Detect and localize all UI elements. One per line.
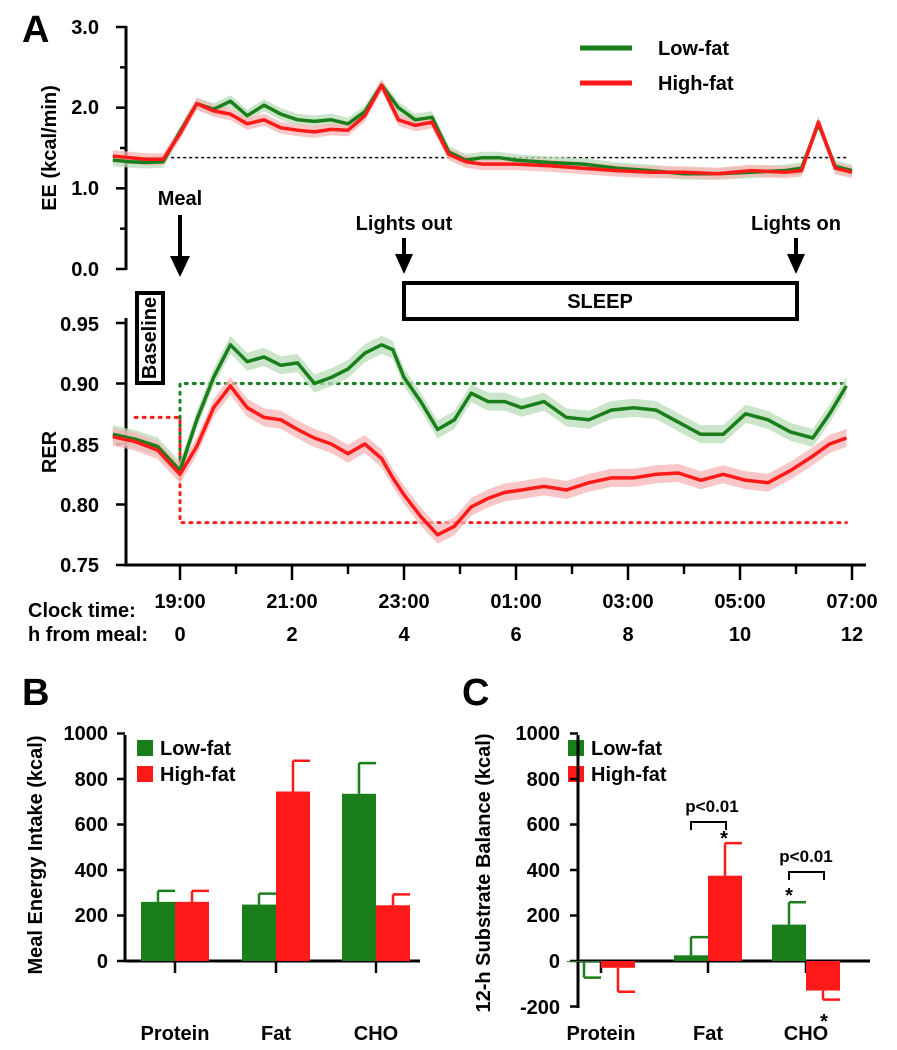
b-bar-high-fat-protein [175,901,209,961]
meal-arrow-head [170,256,190,277]
hour-tick-5: 10 [729,624,751,646]
hour-tick-2: 4 [398,624,410,646]
b-category-protein: Protein [141,1023,210,1045]
c-axis-label: 12-h Substrate Balance (kcal) [473,734,495,1013]
hour-tick-1: 2 [286,624,297,646]
b-category-fat: Fat [261,1023,291,1045]
hours-from-meal-label: h from meal: [28,624,148,646]
lights-on-annotation: Lights on [751,213,841,235]
lights-out-arrow-head [395,254,413,274]
b-bar-low-fat-protein [141,901,175,961]
ee-tick-1: 1.0 [71,178,99,200]
c-tick-0: -200 [520,997,560,1019]
clock-tick-0: 19:00 [154,591,205,613]
rer-tick-4: 0.95 [60,314,99,336]
b-bar-high-fat-cho [376,905,410,961]
hour-tick-4: 8 [622,624,633,646]
c-bar-high-fat-cho [806,961,840,991]
ee-high-fat-line [112,83,853,176]
c-tick-1: 0 [549,951,560,973]
legend-a-high-fat-label: High-fat [658,73,734,95]
b-tick-0: 0 [97,951,108,973]
ee-axis-label: EE (kcal/min) [39,85,61,211]
b-tick-2: 400 [75,860,108,882]
c-sig-bracket-cho [788,871,825,880]
b-category-cho: CHO [354,1023,398,1045]
b-axis-label: Meal Energy Intake (kcal) [25,736,47,975]
c-tick-6: 1000 [516,723,561,745]
rer-axis-label: RER [39,430,61,473]
c-sig-bracket-fat [690,821,727,830]
rer-tick-2: 0.85 [60,435,99,457]
clock-tick-6: 07:00 [826,591,877,613]
panel-label-a: A [22,9,49,51]
hour-tick-3: 6 [510,624,521,646]
clock-tick-2: 23:00 [378,591,429,613]
baseline-box [135,291,165,385]
plot-layer [112,25,870,1008]
c-category-protein: Protein [567,1023,636,1045]
ee-tick-0: 0.0 [71,259,99,281]
c-bar-high-fat-fat [708,875,742,961]
b-tick-4: 800 [75,769,108,791]
b-tick-5: 1000 [64,723,109,745]
legend-c-low-fat-label: Low-fat [591,738,662,760]
clock-tick-4: 03:00 [602,591,653,613]
c-bar-low-fat-cho [772,924,806,961]
clock-tick-3: 01:00 [490,591,541,613]
rer-low-fat-band [112,335,847,480]
c-category-fat: Fat [693,1023,723,1045]
hour-tick-0: 0 [174,624,185,646]
panel-label-b: B [22,672,49,714]
baseline-label: Baseline [139,297,161,379]
legend-b-low-fat-swatch [137,740,153,756]
lights-on-arrow-head [787,254,805,274]
c-tick-4: 600 [527,814,560,836]
ee-tick-3: 3.0 [71,17,99,39]
c-tick-3: 400 [527,860,560,882]
legend-b-high-fat-label: High-fat [160,764,236,786]
ee-tick-2: 2.0 [71,97,99,119]
legend-b-high-fat-swatch [137,766,153,782]
clock-time-label: Clock time: [28,600,136,622]
b-bar-high-fat-fat [276,791,310,961]
legend-b-low-fat-label: Low-fat [160,738,231,760]
c-bar-low-fat-protein [567,961,601,962]
c-bar-low-fat-fat [674,955,708,961]
c-category-cho: CHO [784,1023,828,1045]
lights-out-annotation: Lights out [356,213,453,235]
rer-tick-0: 0.75 [60,555,99,577]
b-bar-low-fat-cho [342,793,376,961]
clock-tick-1: 21:00 [266,591,317,613]
meal-annotation: Meal [158,188,202,210]
clock-tick-5: 05:00 [714,591,765,613]
c-sig-fat-label: p<0.01 [685,797,738,816]
panel-label-c: C [462,672,489,714]
rer-tick-3: 0.90 [60,374,99,396]
b-tick-1: 200 [75,905,108,927]
c-star-cho-low: * [785,885,793,907]
sleep-label: SLEEP [567,291,633,313]
b-tick-3: 600 [75,814,108,836]
c-tick-2: 200 [527,905,560,927]
c-bar-high-fat-protein [601,961,635,968]
c-tick-5: 800 [527,769,560,791]
b-bar-low-fat-fat [242,904,276,961]
rer-tick-1: 0.80 [60,495,99,517]
legend-a-low-fat-label: Low-fat [658,38,729,60]
rer-low-fat-reference [178,382,848,476]
sleep-box [402,281,799,321]
hour-tick-6: 12 [841,624,863,646]
rer-high-fat-line [112,384,847,537]
rer-high-fat-band [112,376,847,544]
c-star-fat-high: * [720,828,728,850]
rer-low-fat-line [112,343,848,473]
legend-c-high-fat-label: High-fat [591,764,667,786]
c-sig-cho-label: p<0.01 [779,847,832,866]
c-star-cho-high: * [820,1011,828,1033]
legend-c-low-fat-swatch [568,740,584,756]
